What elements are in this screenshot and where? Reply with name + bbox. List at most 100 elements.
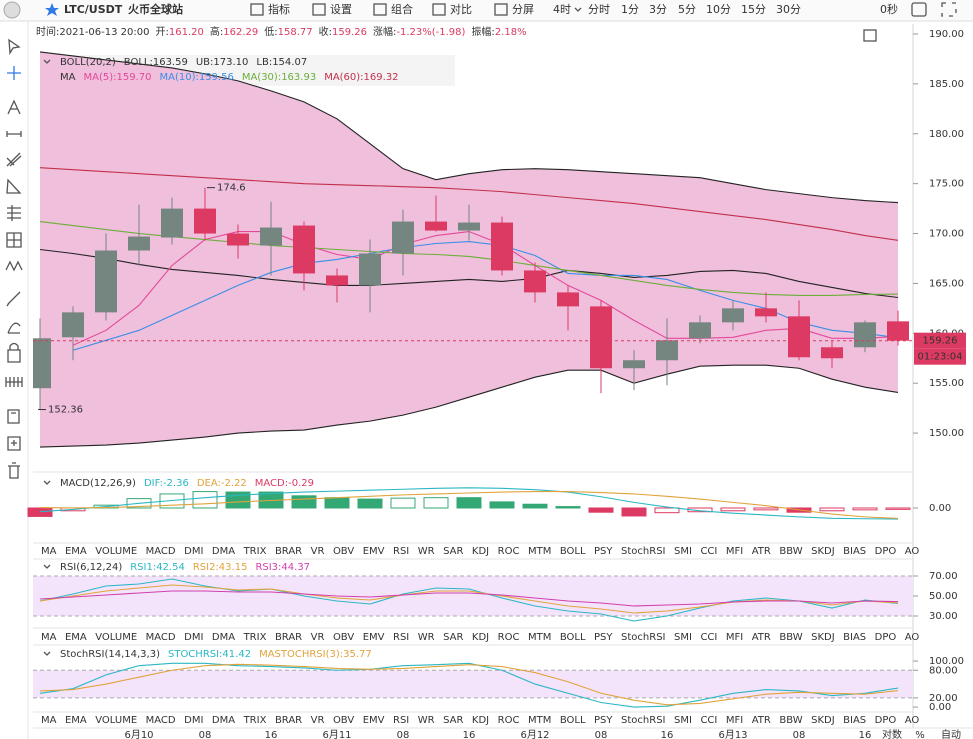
template-tool[interactable] [7,409,20,424]
period[interactable]: 3分 [649,3,667,16]
indicator-tab[interactable]: TRIX [243,632,267,643]
indicator-tab[interactable]: StochRSI [621,546,665,557]
trend-tool[interactable] [6,152,22,167]
indicator-tab[interactable]: WR [418,546,435,557]
indicator-tab[interactable]: SKDJ [811,546,835,557]
axis-control[interactable]: 自动 [941,728,961,739]
period[interactable]: 分时 [588,3,610,16]
screenshot-icon[interactable] [911,2,927,17]
indicator-tab[interactable]: CCI [700,632,717,643]
indicator-tab[interactable]: SKDJ [811,715,835,726]
indicator-tab[interactable]: DPO [875,632,897,643]
measure-tool[interactable] [6,291,21,307]
interval[interactable]: 4时 [553,3,571,16]
period[interactable]: 30分 [776,3,801,16]
menu-item[interactable]: 组合 [391,2,413,16]
indicator-tab[interactable]: BOLL [560,546,586,557]
indicator-tab[interactable]: BIAS [843,715,866,726]
indicator-tab[interactable]: VR [311,546,325,557]
indicator-tab[interactable]: SMI [674,632,692,643]
indicator-tab[interactable]: BIAS [843,546,866,557]
indicator-tab[interactable]: ROC [498,546,520,557]
indicator-tab[interactable]: MTM [528,632,551,643]
fullscreen-icon[interactable] [941,2,957,17]
indicator-tab[interactable]: KDJ [472,632,489,643]
indicator-tab[interactable]: MA [41,546,57,557]
indicator-tab[interactable]: MA [41,715,57,726]
axis-control[interactable]: 对数 [882,728,902,739]
indicator-tab[interactable]: CCI [700,546,717,557]
settings-tool[interactable] [7,436,21,451]
indicator-tab[interactable]: VOLUME [95,632,137,643]
cursor-tool[interactable] [8,38,21,56]
period[interactable]: 15分 [741,3,766,16]
indicator-tab[interactable]: EMA [65,715,87,726]
indicator-tab[interactable]: RSI [393,632,409,643]
indicator-tab[interactable]: ATR [752,546,771,557]
indicator-tab[interactable]: EMA [65,546,87,557]
indicator-tab[interactable]: BRAR [275,546,302,557]
indicator-tab[interactable]: BOLL [560,632,586,643]
indicator-tab[interactable]: PSY [594,632,613,643]
menu-item[interactable]: 分屏 [512,3,534,16]
ruler-line-tool[interactable] [6,131,22,137]
indicator-tab[interactable]: DMI [184,715,203,726]
lock-tool[interactable] [7,342,21,363]
indicator-tab[interactable]: DMA [212,632,235,643]
indicator-tab[interactable]: MACD [146,546,176,557]
indicator-tab[interactable]: SMI [674,546,692,557]
indicator-tab[interactable]: BOLL [560,715,586,726]
indicator-tab[interactable]: VOLUME [95,546,137,557]
indicator-tab[interactable]: WR [418,715,435,726]
magnet-tool[interactable] [5,377,23,387]
indicator-tab[interactable]: OBV [333,632,354,643]
indicator-tab[interactable]: ATR [752,632,771,643]
crosshair-tool[interactable] [7,66,21,80]
delete-tool[interactable] [8,462,20,479]
period[interactable]: 5分 [678,3,696,16]
indicator-tab[interactable]: OBV [333,546,354,557]
wave-tool[interactable] [5,260,23,272]
indicator-tab[interactable]: KDJ [472,715,489,726]
axis-control[interactable]: % [915,730,925,739]
indicator-tab[interactable]: KDJ [472,546,489,557]
indicator-tab[interactable]: BBW [779,632,802,643]
symbol[interactable]: LTC/USDT [64,3,123,16]
indicator-tab[interactable]: VOLUME [95,715,137,726]
favorite-star[interactable] [45,3,59,16]
indicator-tab[interactable]: DMI [184,546,203,557]
indicator-tab[interactable]: DMA [212,715,235,726]
indicator-tab[interactable]: SAR [443,546,463,557]
indicator-tab[interactable]: EMV [363,715,385,726]
indicator-tab[interactable]: SAR [443,715,463,726]
indicator-tab[interactable]: CCI [700,715,717,726]
indicator-tab[interactable]: MFI [726,546,743,557]
indicator-tab[interactable]: SAR [443,632,463,643]
indicator-tab[interactable]: EMA [65,632,87,643]
indicator-tab[interactable]: VR [311,715,325,726]
indicator-tab[interactable]: StochRSI [621,632,665,643]
indicator-tab[interactable]: RSI [393,715,409,726]
brush-tool[interactable] [7,322,21,334]
indicator-tab[interactable]: MFI [726,715,743,726]
grid-tool[interactable] [6,232,22,248]
indicator-tab[interactable]: VR [311,632,325,643]
indicator-tab[interactable]: TRIX [243,715,267,726]
indicator-tab[interactable]: AO [905,715,920,726]
indicator-tab[interactable]: StochRSI [621,715,665,726]
indicator-tab[interactable]: ATR [752,715,771,726]
indicator-tab[interactable]: MACD [146,632,176,643]
indicator-tab[interactable]: BRAR [275,715,302,726]
indicator-tab[interactable]: EMV [363,632,385,643]
indicator-tab[interactable]: ROC [498,715,520,726]
indicator-tab[interactable]: MA [41,632,57,643]
period[interactable]: 1分 [621,3,639,16]
indicator-tab[interactable]: MACD [146,715,176,726]
indicator-tab[interactable]: DPO [875,546,897,557]
indicator-tab[interactable]: DMI [184,632,203,643]
menu-item[interactable]: 指标 [268,2,290,16]
indicator-tab[interactable]: WR [418,632,435,643]
indicator-tab[interactable]: SKDJ [811,632,835,643]
indicator-tab[interactable]: AO [905,632,920,643]
indicator-tab[interactable]: DMA [212,546,235,557]
